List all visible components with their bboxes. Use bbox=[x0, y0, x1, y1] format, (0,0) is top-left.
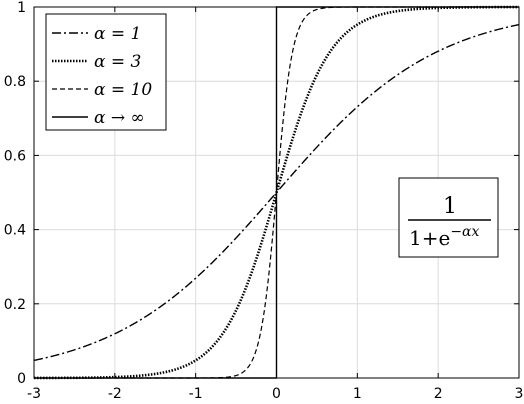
y-tick-label: 0.8 bbox=[4, 74, 26, 90]
y-tick-label: 0.6 bbox=[4, 148, 26, 164]
legend-label: α = 3 bbox=[94, 52, 141, 72]
legend-label: α → ∞ bbox=[94, 108, 145, 128]
axis-ticks: -3 -2 -1 0 1 2 3 0 0.2 0.4 0.6 0.8 1 bbox=[4, 0, 524, 402]
x-tick-label: 1 bbox=[353, 386, 362, 402]
legend: α = 1 α = 3 α = 10 α → ∞ bbox=[45, 13, 167, 131]
formula-box bbox=[398, 177, 499, 258]
x-tick-label: -3 bbox=[27, 386, 41, 402]
x-tick-label: -2 bbox=[108, 386, 122, 402]
formula-denominator-exponent: −αx bbox=[450, 224, 479, 240]
x-tick-label: 0 bbox=[272, 386, 281, 402]
x-tick-label: -1 bbox=[189, 386, 203, 402]
y-tick-label: 1 bbox=[17, 0, 26, 16]
y-tick-label: 0.4 bbox=[4, 223, 26, 239]
legend-label: α = 10 bbox=[94, 80, 152, 100]
legend-label: α = 1 bbox=[94, 24, 141, 44]
formula-annotation: 1 1+e−αx bbox=[398, 177, 499, 258]
formula-numerator: 1 bbox=[443, 194, 457, 219]
x-tick-label: 2 bbox=[434, 386, 443, 402]
formula-denominator: 1+e−αx bbox=[409, 224, 480, 250]
y-tick-label: 0 bbox=[17, 371, 26, 387]
formula-denominator-base: 1+e bbox=[409, 226, 450, 250]
x-tick-label: 3 bbox=[515, 386, 524, 402]
y-tick-label: 0.2 bbox=[4, 297, 26, 313]
